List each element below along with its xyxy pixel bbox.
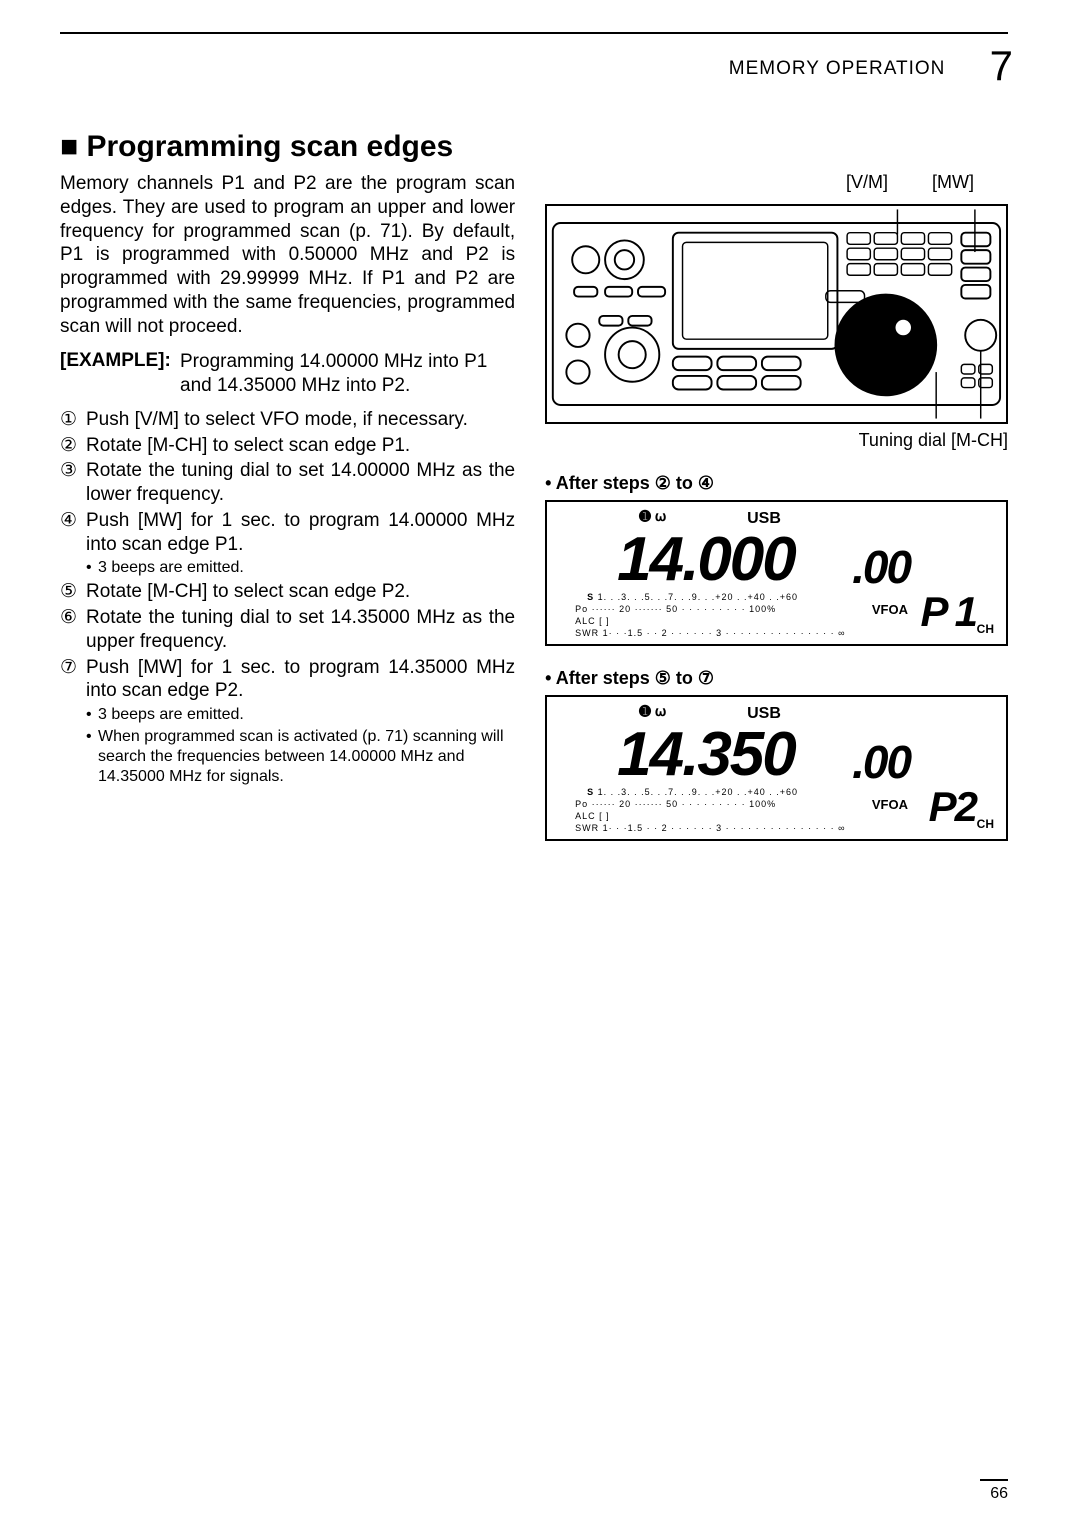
substep-text: When programmed scan is activated (p. 71… — [98, 727, 515, 787]
step-text: Rotate the tuning dial to set 14.00000 M… — [86, 459, 515, 507]
bullet-icon: • — [86, 705, 98, 725]
step-4: ④ Push [MW] for 1 sec. to program 14.000… — [60, 509, 515, 557]
display2-caption: • After steps ⑤ to ⑦ — [545, 668, 1008, 689]
swr-meter: SWR 1· · ·1.5 · · 2 · · · · · · 3 · · · … — [575, 823, 845, 833]
step-text: Rotate [M-CH] to select scan edge P1. — [86, 434, 515, 458]
step-text: Push [V/M] to select VFO mode, if necess… — [86, 408, 515, 432]
substep-text: 3 beeps are emitted. — [98, 558, 515, 578]
display1-caption: • After steps ② to ④ — [545, 473, 1008, 494]
frequency-main: 14.350 — [617, 719, 795, 790]
swr-meter: SWR 1· · ·1.5 · · 2 · · · · · · 3 · · · … — [575, 628, 845, 638]
radio-svg — [547, 206, 1006, 422]
step-text: Push [MW] for 1 sec. to program 14.35000… — [86, 656, 515, 704]
s-meter-scale: 1. . .3. . .5. . .7. . .9. . .+20 . .+40… — [598, 592, 798, 602]
step-6: ⑥ Rotate the tuning dial to set 14.35000… — [60, 606, 515, 654]
s-meter: S 1. . .3. . .5. . .7. . .9. . .+20 . .+… — [587, 787, 798, 797]
intro-paragraph: Memory channels P1 and P2 are the progra… — [60, 172, 515, 338]
example-block: [EXAMPLE]: Programming 14.00000 MHz into… — [60, 350, 515, 398]
page-number: 66 — [980, 1479, 1008, 1503]
step-number: ⑥ — [60, 606, 86, 654]
step-3: ③ Rotate the tuning dial to set 14.00000… — [60, 459, 515, 507]
alc-meter: ALC [ ] — [575, 811, 610, 821]
po-meter: Po ······ 20 ······· 50 · · · · · · · · … — [575, 799, 776, 809]
step-text: Rotate [M-CH] to select scan edge P2. — [86, 580, 515, 604]
antenna-icon: ➊ ⍵ — [639, 703, 666, 720]
two-column-layout: Memory channels P1 and P2 are the progra… — [60, 172, 1008, 841]
vm-callout: [V/M] — [846, 172, 888, 193]
channel-display: P2 — [929, 783, 976, 831]
alc-meter: ALC [ ] — [575, 616, 610, 626]
frequency-decimal: .00 — [852, 735, 910, 789]
s-meter-scale: 1. . .3. . .5. . .7. . .9. . .+20 . .+40… — [598, 787, 798, 797]
substep-text: 3 beeps are emitted. — [98, 705, 515, 725]
antenna-icon: ➊ ⍵ — [639, 508, 666, 525]
lcd-display-2: ➊ ⍵ USB 14.350 .00 S 1. . .3. . .5. . .7… — [545, 695, 1008, 841]
substep: • When programmed scan is activated (p. … — [86, 727, 515, 787]
tuning-callout-row: Tuning dial [M-CH] — [545, 430, 1008, 451]
right-column: [V/M] [MW] — [545, 172, 1008, 841]
substep: • 3 beeps are emitted. — [86, 558, 515, 578]
tuning-callout: Tuning dial [M-CH] — [859, 430, 1008, 450]
header-divider — [60, 32, 1008, 34]
steps-list: ① Push [V/M] to select VFO mode, if nece… — [60, 408, 515, 787]
step-number: ③ — [60, 459, 86, 507]
callout-row: [V/M] [MW] — [545, 172, 1008, 196]
page-title: ■ Programming scan edges — [60, 130, 1008, 164]
step-number: ② — [60, 434, 86, 458]
mw-callout: [MW] — [932, 172, 974, 193]
s-meter: S 1. . .3. . .5. . .7. . .9. . .+20 . .+… — [587, 592, 798, 602]
example-text: Programming 14.00000 MHz into P1 and 14.… — [180, 350, 515, 398]
substep: • 3 beeps are emitted. — [86, 705, 515, 725]
step-number: ① — [60, 408, 86, 432]
step-7: ⑦ Push [MW] for 1 sec. to program 14.350… — [60, 656, 515, 704]
page: MEMORY OPERATION 7 ■ Programming scan ed… — [0, 0, 1068, 1527]
step-5: ⑤ Rotate [M-CH] to select scan edge P2. — [60, 580, 515, 604]
ch-label: CH — [977, 622, 994, 636]
ch-label: CH — [977, 817, 994, 831]
step-number: ⑤ — [60, 580, 86, 604]
radio-diagram — [545, 204, 1008, 424]
step-number: ⑦ — [60, 656, 86, 704]
po-meter: Po ······ 20 ······· 50 · · · · · · · · … — [575, 604, 776, 614]
lcd-display-1: ➊ ⍵ USB 14.000 .00 S 1. . .3. . .5. . .7… — [545, 500, 1008, 646]
step-2: ② Rotate [M-CH] to select scan edge P1. — [60, 434, 515, 458]
chapter-number: 7 — [990, 42, 1014, 89]
vfo-label: VFOA — [872, 797, 908, 812]
frequency-main: 14.000 — [617, 524, 795, 595]
example-label: [EXAMPLE]: — [60, 350, 180, 398]
channel-display: P 1 — [921, 588, 976, 636]
frequency-decimal: .00 — [852, 540, 910, 594]
bullet-icon: • — [86, 727, 98, 787]
step-text: Push [MW] for 1 sec. to program 14.00000… — [86, 509, 515, 557]
step-text: Rotate the tuning dial to set 14.35000 M… — [86, 606, 515, 654]
step-number: ④ — [60, 509, 86, 557]
vfo-label: VFOA — [872, 602, 908, 617]
left-column: Memory channels P1 and P2 are the progra… — [60, 172, 515, 841]
header: MEMORY OPERATION 7 — [729, 36, 1006, 84]
step-1: ① Push [V/M] to select VFO mode, if nece… — [60, 408, 515, 432]
section-label: MEMORY OPERATION — [729, 58, 946, 79]
bullet-icon: • — [86, 558, 98, 578]
